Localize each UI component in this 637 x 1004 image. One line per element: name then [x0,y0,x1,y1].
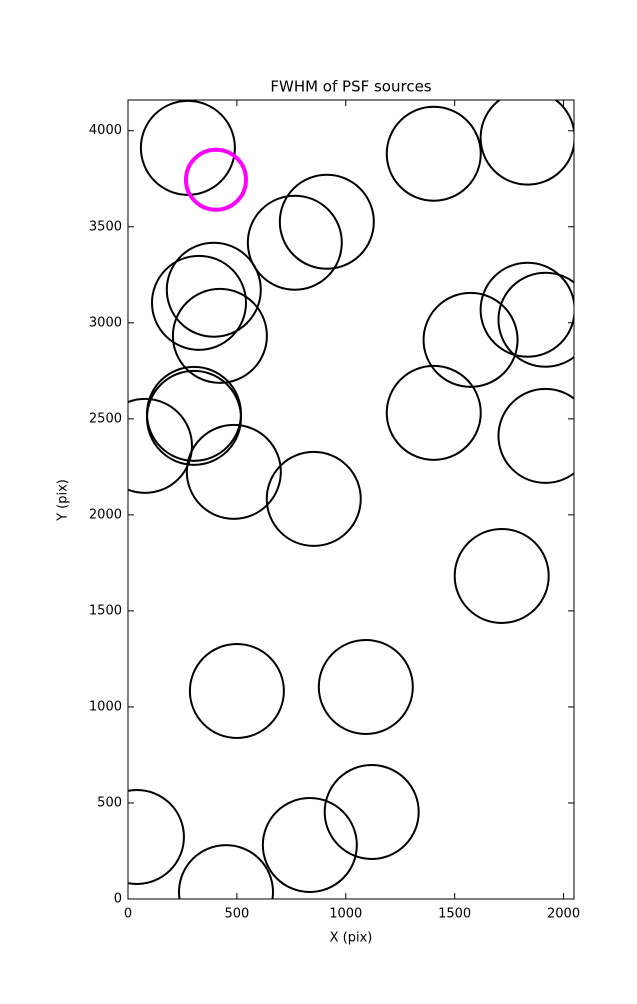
y-tick-label: 4000 [89,123,122,138]
x-tick-label: 500 [224,907,249,922]
y-tick-label: 3000 [89,315,122,330]
source-circle [323,763,420,860]
source-circle [150,254,247,351]
x-tick-label: 0 [124,907,132,922]
y-tick-label: 2000 [89,507,122,522]
source-circle [185,423,282,520]
source-circle [422,291,519,388]
source-circle [145,369,242,466]
source-circle [171,287,268,384]
chart-title: FWHM of PSF sources [270,78,431,96]
source-circle [165,241,262,338]
x-tick-label: 2000 [547,907,580,922]
source-circle [385,364,482,461]
source-circle [183,147,248,212]
source-circle [497,387,574,484]
source-circle [246,194,343,291]
source-circle [178,844,274,899]
source-circle [128,397,193,494]
y-tick-label: 1000 [89,699,122,714]
source-circle [317,638,414,735]
y-axis-label: Y (pix) [56,479,71,522]
y-tick-label: 3500 [89,219,122,234]
source-circle [497,271,574,368]
source-circle [188,642,285,739]
source-circle [385,105,482,202]
source-circle [278,173,375,270]
x-tick-label: 1500 [438,907,471,922]
y-tick-label: 2500 [89,411,122,426]
y-tick-label: 1500 [89,603,122,618]
plot-area [128,100,574,899]
source-circle [453,527,550,624]
y-tick-label: 0 [114,892,122,907]
y-tick-label: 500 [97,795,122,810]
source-circle [265,450,362,547]
source-circle [479,100,574,186]
x-axis-label: X (pix) [330,931,373,946]
axes-frame [127,99,575,900]
source-circle [128,788,185,885]
source-circle [479,261,574,358]
x-tick-label: 1000 [329,907,362,922]
source-circle [261,797,358,894]
